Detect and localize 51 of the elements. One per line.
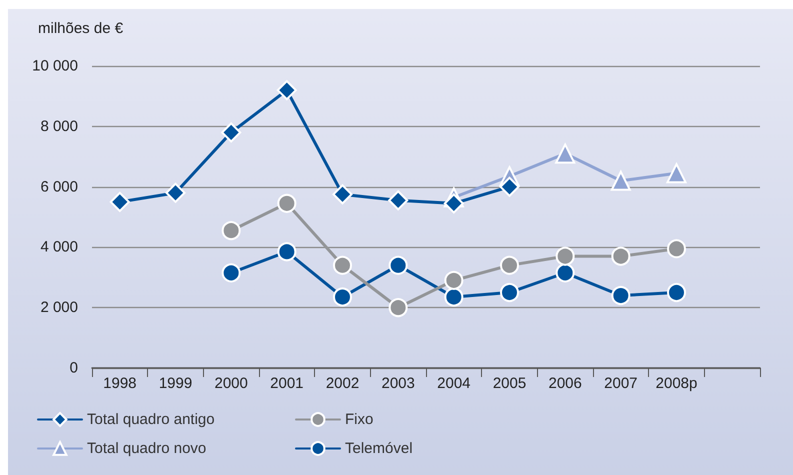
point — [556, 246, 575, 266]
point — [500, 176, 520, 197]
x-tick-label: 2007 — [604, 375, 638, 392]
x-tick-label: 2001 — [270, 375, 304, 392]
point — [610, 170, 631, 191]
point — [221, 122, 242, 142]
y-axis-title: milhões de € — [38, 20, 124, 37]
point — [332, 184, 352, 204]
y-tick-label: 6 000 — [40, 178, 78, 196]
point — [277, 194, 296, 213]
point — [500, 283, 519, 302]
legend-label: Total quadro antigo — [87, 411, 215, 428]
point — [667, 283, 686, 302]
point — [611, 246, 630, 266]
point — [277, 242, 296, 262]
point — [276, 80, 297, 100]
x-tick-label: 2000 — [214, 375, 248, 392]
point — [444, 288, 464, 307]
x-tick-label: 1999 — [158, 375, 192, 392]
point — [388, 298, 408, 318]
point — [333, 288, 352, 307]
legend-label: Fixo — [345, 411, 374, 428]
y-tick-label: 0 — [70, 360, 78, 376]
x-tick-label: 1998 — [103, 375, 137, 392]
y-tick-label: 4 000 — [40, 238, 78, 256]
y-tick-label: 8 000 — [40, 118, 78, 135]
point — [500, 256, 519, 275]
x-tick-label: 2005 — [492, 375, 526, 392]
x-tick-label: 2003 — [381, 375, 415, 392]
x-tick-label: 2006 — [548, 375, 582, 392]
point — [444, 270, 464, 290]
point — [166, 182, 186, 203]
y-tick-label: 10 000 — [32, 58, 78, 74]
point — [388, 256, 408, 275]
point — [333, 256, 352, 275]
y-tick-label: 2 000 — [40, 299, 78, 316]
point — [388, 190, 408, 210]
x-tick-label: 2008p — [656, 375, 698, 392]
point — [666, 163, 686, 184]
point — [222, 221, 241, 240]
point — [110, 192, 130, 212]
x-tick-label: 2004 — [437, 375, 471, 392]
legend-label: Total quadro novo — [87, 440, 206, 457]
point — [444, 193, 464, 214]
legend-label: Telemóvel — [345, 440, 413, 457]
x-tick-label: 2002 — [326, 375, 360, 392]
point — [611, 286, 630, 306]
point — [556, 263, 575, 282]
point — [555, 144, 576, 164]
point — [222, 263, 241, 282]
point — [667, 239, 686, 258]
